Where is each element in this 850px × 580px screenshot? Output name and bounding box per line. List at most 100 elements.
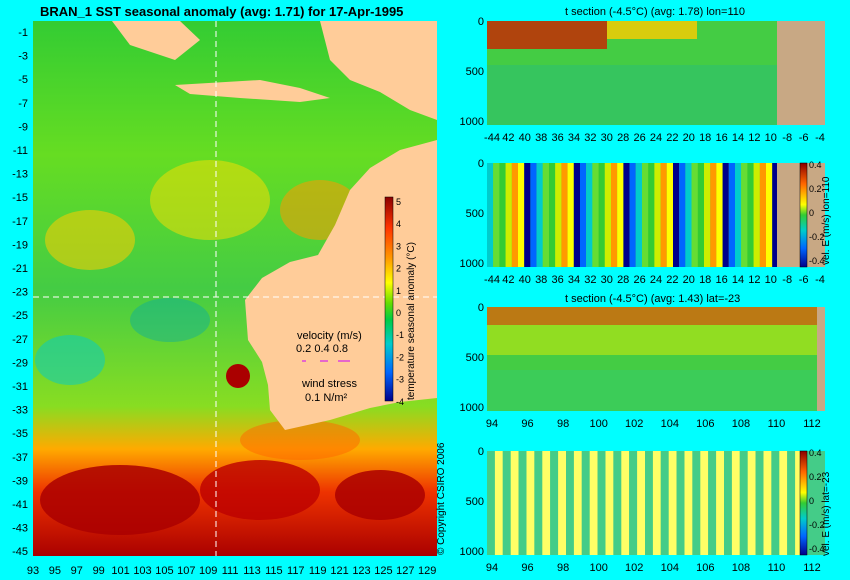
- vel-colorbar-2: [799, 450, 808, 556]
- velocity-label: velocity (m/s): [297, 330, 362, 342]
- section-x-tick-label: 102: [625, 418, 643, 430]
- sst-colorbar-tick-label: -2: [396, 352, 404, 362]
- vel-stripe: [530, 163, 537, 267]
- section-ticks: -44 42 40 38 36 34 32 30 28 26 24 22 20 18 16 14 12 10 -8-…: [460, 16, 825, 574]
- vel-stripe: [605, 451, 614, 555]
- map-y-tick-label: -41: [12, 499, 28, 511]
- vel-stripe: [753, 163, 760, 267]
- vel-stripe: [642, 163, 649, 267]
- map-y-tick-label: -5: [18, 74, 28, 86]
- map-title: BRAN_1 SST seasonal anomaly (avg: 1.71) …: [40, 4, 404, 19]
- vel-stripe: [724, 451, 732, 555]
- section-x-tick-label: -6: [799, 274, 809, 286]
- section-x-tick-label: 26: [633, 274, 645, 286]
- section4-panel: [487, 450, 825, 556]
- map-y-tick-label: -33: [12, 405, 28, 417]
- vel-stripe: [505, 163, 512, 267]
- section1-land: [777, 21, 825, 125]
- vel-colorbar-1-label: vel. E (m/s) lon=110: [821, 176, 832, 265]
- vel-stripe: [654, 163, 661, 267]
- vel-stripe: [771, 451, 780, 555]
- section-y-tick-label: 0: [478, 16, 484, 28]
- wind-stress-scale: 0.1 N/m²: [305, 392, 348, 404]
- section-x-tick-label: 28: [617, 274, 629, 286]
- vel-stripe: [747, 451, 756, 555]
- vel-stripe: [534, 451, 543, 555]
- section-x-tick-label: 96: [521, 418, 533, 430]
- section-x-tick-label: 42: [502, 132, 514, 144]
- map-y-ticks: -1 -3 -5 -7 -9 -11 -13 -15 -17 -19 -21 -23 -25 -27 -29…: [12, 27, 28, 558]
- sst-colorbar: [384, 196, 394, 402]
- map-x-tick-label: 109: [199, 565, 217, 577]
- section-x-tick-label: 16: [715, 274, 727, 286]
- section-x-tick-label: 28: [617, 132, 629, 144]
- vel-stripe: [573, 163, 580, 267]
- vel-stripe: [621, 451, 630, 555]
- map-y-tick-label: -35: [12, 428, 28, 440]
- vel-stripe: [648, 163, 655, 267]
- section-x-tick-label: -44: [484, 274, 500, 286]
- section-x-tick-label: 106: [696, 562, 714, 574]
- map-x-tick-label: 111: [222, 565, 239, 577]
- vel-stripe: [637, 451, 645, 555]
- section-x-tick-label: 104: [661, 418, 679, 430]
- map-x-tick-label: 123: [352, 565, 370, 577]
- sst-colorbar-label: temperature seasonal anomaly (°C): [406, 242, 417, 400]
- vel-stripe: [550, 451, 559, 555]
- section-y-tick-label: 0: [478, 446, 484, 458]
- section-x-tick-label: 12: [748, 274, 760, 286]
- vel-colorbar-tick-label: 0.4: [809, 160, 822, 170]
- map-x-tick-label: 117: [287, 565, 305, 577]
- vel-stripe: [676, 451, 685, 555]
- section-x-tick-label: 22: [666, 274, 678, 286]
- sst-colorbar-tick-label: 3: [396, 241, 401, 251]
- section2-panel: [487, 162, 825, 268]
- section-charts: -44 42 40 38 36 34 32 30 28 26 24 22 20 18 16 14 12 10 -8-…: [460, 16, 825, 574]
- vel-stripe: [558, 451, 566, 555]
- map-x-tick-label: 119: [309, 565, 327, 577]
- section-x-tick-label: -8: [782, 274, 792, 286]
- sst-colorbar-tick-label: 0: [396, 308, 401, 318]
- vel-stripe: [524, 163, 531, 267]
- map-y-tick-label: -3: [18, 51, 28, 63]
- section-x-tick-label: 34: [568, 274, 580, 286]
- vel-colorbar-tick-label: -0.2: [809, 520, 825, 530]
- vel-stripe: [704, 163, 711, 267]
- section-x-tick-label: 112: [803, 562, 821, 574]
- section-x-tick-label: 14: [732, 132, 744, 144]
- section-x-tick-label: 18: [699, 274, 711, 286]
- vel-stripe: [766, 163, 773, 267]
- map-chart: 93 95 97 99 101 103 105 107 109 111 113 115 117 119 12…: [12, 21, 437, 577]
- map-y-tick-label: -19: [12, 239, 28, 251]
- vel-stripe: [692, 451, 701, 555]
- vel-stripe: [567, 163, 574, 267]
- vel-stripe: [697, 163, 704, 267]
- vel-stripe: [728, 163, 735, 267]
- vel-stripe: [580, 163, 587, 267]
- section-x-tick-label: 22: [666, 132, 678, 144]
- section-y-tick-label: 1000: [460, 258, 484, 270]
- vel-colorbar-tick-label: -0.4: [809, 256, 825, 266]
- vel-stripe: [747, 163, 754, 267]
- map-y-tick-label: -31: [12, 381, 28, 393]
- sst-colorbar-tick-label: -3: [396, 375, 404, 385]
- vel-stripe: [549, 163, 556, 267]
- section-y-tick-label: 1000: [460, 402, 484, 414]
- map-x-tick-label: 93: [27, 565, 39, 577]
- map-x-tick-label: 113: [243, 565, 261, 577]
- vel-stripe: [660, 163, 667, 267]
- vel-stripe: [779, 451, 788, 555]
- section-x-tick-label: 14: [732, 274, 744, 286]
- vel-stripe: [660, 451, 669, 555]
- section-x-tick-label: 36: [551, 132, 563, 144]
- section-x-tick-label: 38: [535, 132, 547, 144]
- section-x-tick-label: 24: [650, 132, 662, 144]
- map-x-tick-label: 105: [155, 565, 173, 577]
- section-x-tick-label: -4: [815, 132, 825, 144]
- map-y-tick-label: -9: [18, 121, 28, 133]
- vel-stripe: [735, 163, 742, 267]
- map-y-tick-label: -45: [12, 546, 28, 558]
- sst-colorbar-tick-label: -4: [396, 397, 404, 407]
- section-y-tick-label: 1000: [460, 546, 484, 558]
- vel-stripe: [795, 451, 803, 555]
